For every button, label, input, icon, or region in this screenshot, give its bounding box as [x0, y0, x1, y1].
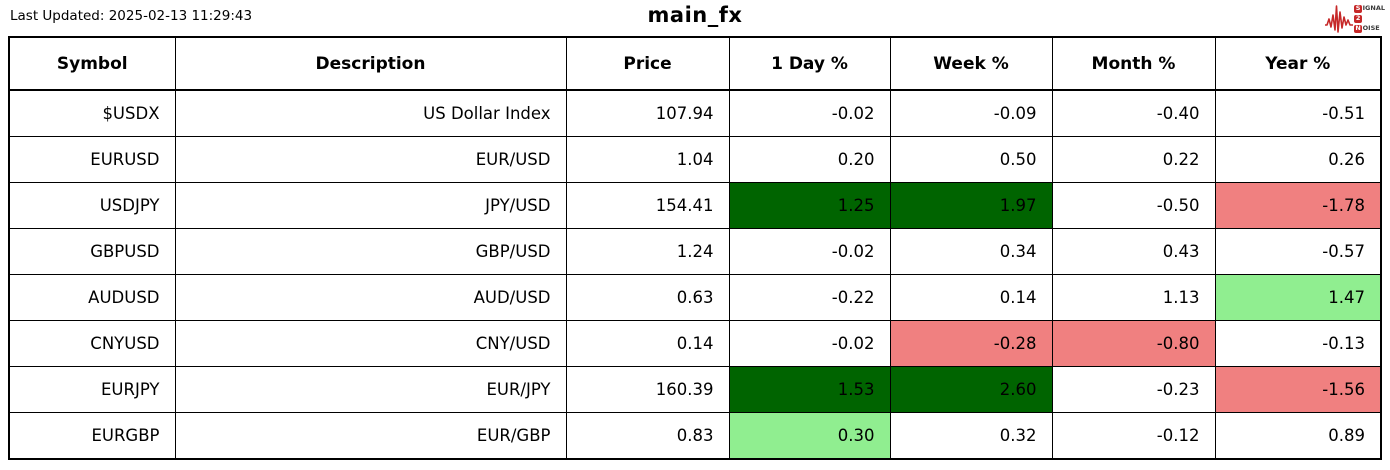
cell-week-pct: -0.09 — [889, 89, 1053, 137]
page-title: main_fx — [647, 3, 743, 27]
logo-text: S IGNAL 2 N OISE — [1354, 4, 1385, 33]
cell-week-pct: 0.50 — [889, 135, 1053, 183]
cell-description: EUR/JPY — [174, 366, 567, 414]
logo-line-signal: S IGNAL — [1354, 4, 1385, 13]
cell-symbol: USDJPY — [8, 181, 176, 229]
cell-price: 1.24 — [565, 227, 730, 276]
cell-price: 154.41 — [565, 181, 730, 229]
cell-month-pct: -0.80 — [1051, 320, 1216, 368]
cell-symbol: EURGBP — [8, 412, 176, 460]
cell-day-pct: 1.53 — [728, 366, 891, 414]
cell-price: 0.83 — [565, 412, 730, 460]
waveform-icon — [1325, 4, 1354, 33]
column-header-description: Description — [174, 36, 567, 91]
cell-symbol: EURUSD — [8, 135, 176, 183]
logo-badge-2: 2 — [1354, 14, 1363, 23]
column-header-week-pct: Week % — [889, 36, 1053, 91]
table-row: CNYUSD CNY/USD 0.14 -0.02 -0.28 -0.80 -0.13 — [8, 320, 1382, 368]
fx-table-body: $USDX US Dollar Index 107.94 -0.02 -0.09 -0.4… — [8, 89, 1382, 460]
cell-week-pct: -0.28 — [889, 320, 1053, 368]
column-header-year-pct: Year % — [1214, 36, 1382, 91]
cell-year-pct: -0.13 — [1214, 320, 1382, 368]
cell-price: 1.04 — [565, 135, 730, 183]
column-header-price: Price — [565, 36, 730, 91]
logo-line-noise: N OISE — [1354, 24, 1385, 33]
last-updated-timestamp: Last Updated: 2025-02-13 11:29:43 — [10, 8, 253, 24]
cell-symbol: AUDUSD — [8, 273, 176, 322]
cell-month-pct: -0.40 — [1051, 89, 1216, 137]
cell-year-pct: 0.26 — [1214, 135, 1382, 183]
cell-month-pct: -0.12 — [1051, 412, 1216, 460]
cell-day-pct: -0.22 — [728, 273, 891, 322]
cell-day-pct: 0.30 — [728, 412, 891, 460]
column-header-symbol: Symbol — [8, 36, 176, 91]
cell-description: GBP/USD — [174, 227, 567, 276]
cell-day-pct: -0.02 — [728, 89, 891, 137]
cell-week-pct: 1.97 — [889, 181, 1053, 229]
cell-description: US Dollar Index — [174, 89, 567, 137]
logo-text-oise: OISE — [1362, 24, 1380, 33]
logo-text-ignal: IGNAL — [1362, 4, 1385, 13]
column-header-month-pct: Month % — [1051, 36, 1216, 91]
cell-year-pct: 0.89 — [1214, 412, 1382, 460]
column-header-day-pct: 1 Day % — [728, 36, 891, 91]
cell-description: EUR/GBP — [174, 412, 567, 460]
table-row: GBPUSD GBP/USD 1.24 -0.02 0.34 0.43 -0.57 — [8, 227, 1382, 276]
table-row: AUDUSD AUD/USD 0.63 -0.22 0.14 1.13 1.47 — [8, 273, 1382, 322]
cell-description: EUR/USD — [174, 135, 567, 183]
cell-symbol: $USDX — [8, 89, 176, 137]
cell-week-pct: 0.32 — [889, 412, 1053, 460]
cell-month-pct: 0.43 — [1051, 227, 1216, 276]
cell-year-pct: -1.78 — [1214, 181, 1382, 229]
cell-month-pct: -0.50 — [1051, 181, 1216, 229]
cell-description: JPY/USD — [174, 181, 567, 229]
cell-day-pct: -0.02 — [728, 320, 891, 368]
cell-day-pct: 0.20 — [728, 135, 891, 183]
cell-day-pct: 1.25 — [728, 181, 891, 229]
cell-week-pct: 0.34 — [889, 227, 1053, 276]
logo-badge-n: N — [1354, 24, 1363, 33]
cell-year-pct: -0.57 — [1214, 227, 1382, 276]
cell-symbol: CNYUSD — [8, 320, 176, 368]
cell-description: AUD/USD — [174, 273, 567, 322]
table-row: EURJPY EUR/JPY 160.39 1.53 2.60 -0.23 -1.56 — [8, 366, 1382, 414]
cell-day-pct: -0.02 — [728, 227, 891, 276]
table-row: $USDX US Dollar Index 107.94 -0.02 -0.09 -0.4… — [8, 89, 1382, 137]
top-bar: Last Updated: 2025-02-13 11:29:43 main_f… — [0, 0, 1390, 36]
cell-price: 107.94 — [565, 89, 730, 137]
cell-description: CNY/USD — [174, 320, 567, 368]
table-row: USDJPY JPY/USD 154.41 1.25 1.97 -0.50 -1.78 — [8, 181, 1382, 229]
cell-price: 0.63 — [565, 273, 730, 322]
cell-month-pct: 1.13 — [1051, 273, 1216, 322]
cell-month-pct: -0.23 — [1051, 366, 1216, 414]
fx-table-header-row: Symbol Description Price 1 Day % Week % Month… — [8, 36, 1382, 91]
fx-table: Symbol Description Price 1 Day % Week % Month… — [8, 36, 1382, 460]
signal2noise-logo: S IGNAL 2 N OISE — [1325, 2, 1385, 35]
cell-price: 0.14 — [565, 320, 730, 368]
cell-price: 160.39 — [565, 366, 730, 414]
table-row: EURGBP EUR/GBP 0.83 0.30 0.32 -0.12 0.89 — [8, 412, 1382, 460]
cell-year-pct: -0.51 — [1214, 89, 1382, 137]
cell-symbol: GBPUSD — [8, 227, 176, 276]
table-row: EURUSD EUR/USD 1.04 0.20 0.50 0.22 0.26 — [8, 135, 1382, 183]
cell-month-pct: 0.22 — [1051, 135, 1216, 183]
cell-week-pct: 0.14 — [889, 273, 1053, 322]
logo-badge-s: S — [1354, 4, 1363, 13]
cell-week-pct: 2.60 — [889, 366, 1053, 414]
cell-year-pct: -1.56 — [1214, 366, 1382, 414]
cell-year-pct: 1.47 — [1214, 273, 1382, 322]
logo-line-2: 2 — [1354, 14, 1385, 23]
cell-symbol: EURJPY — [8, 366, 176, 414]
